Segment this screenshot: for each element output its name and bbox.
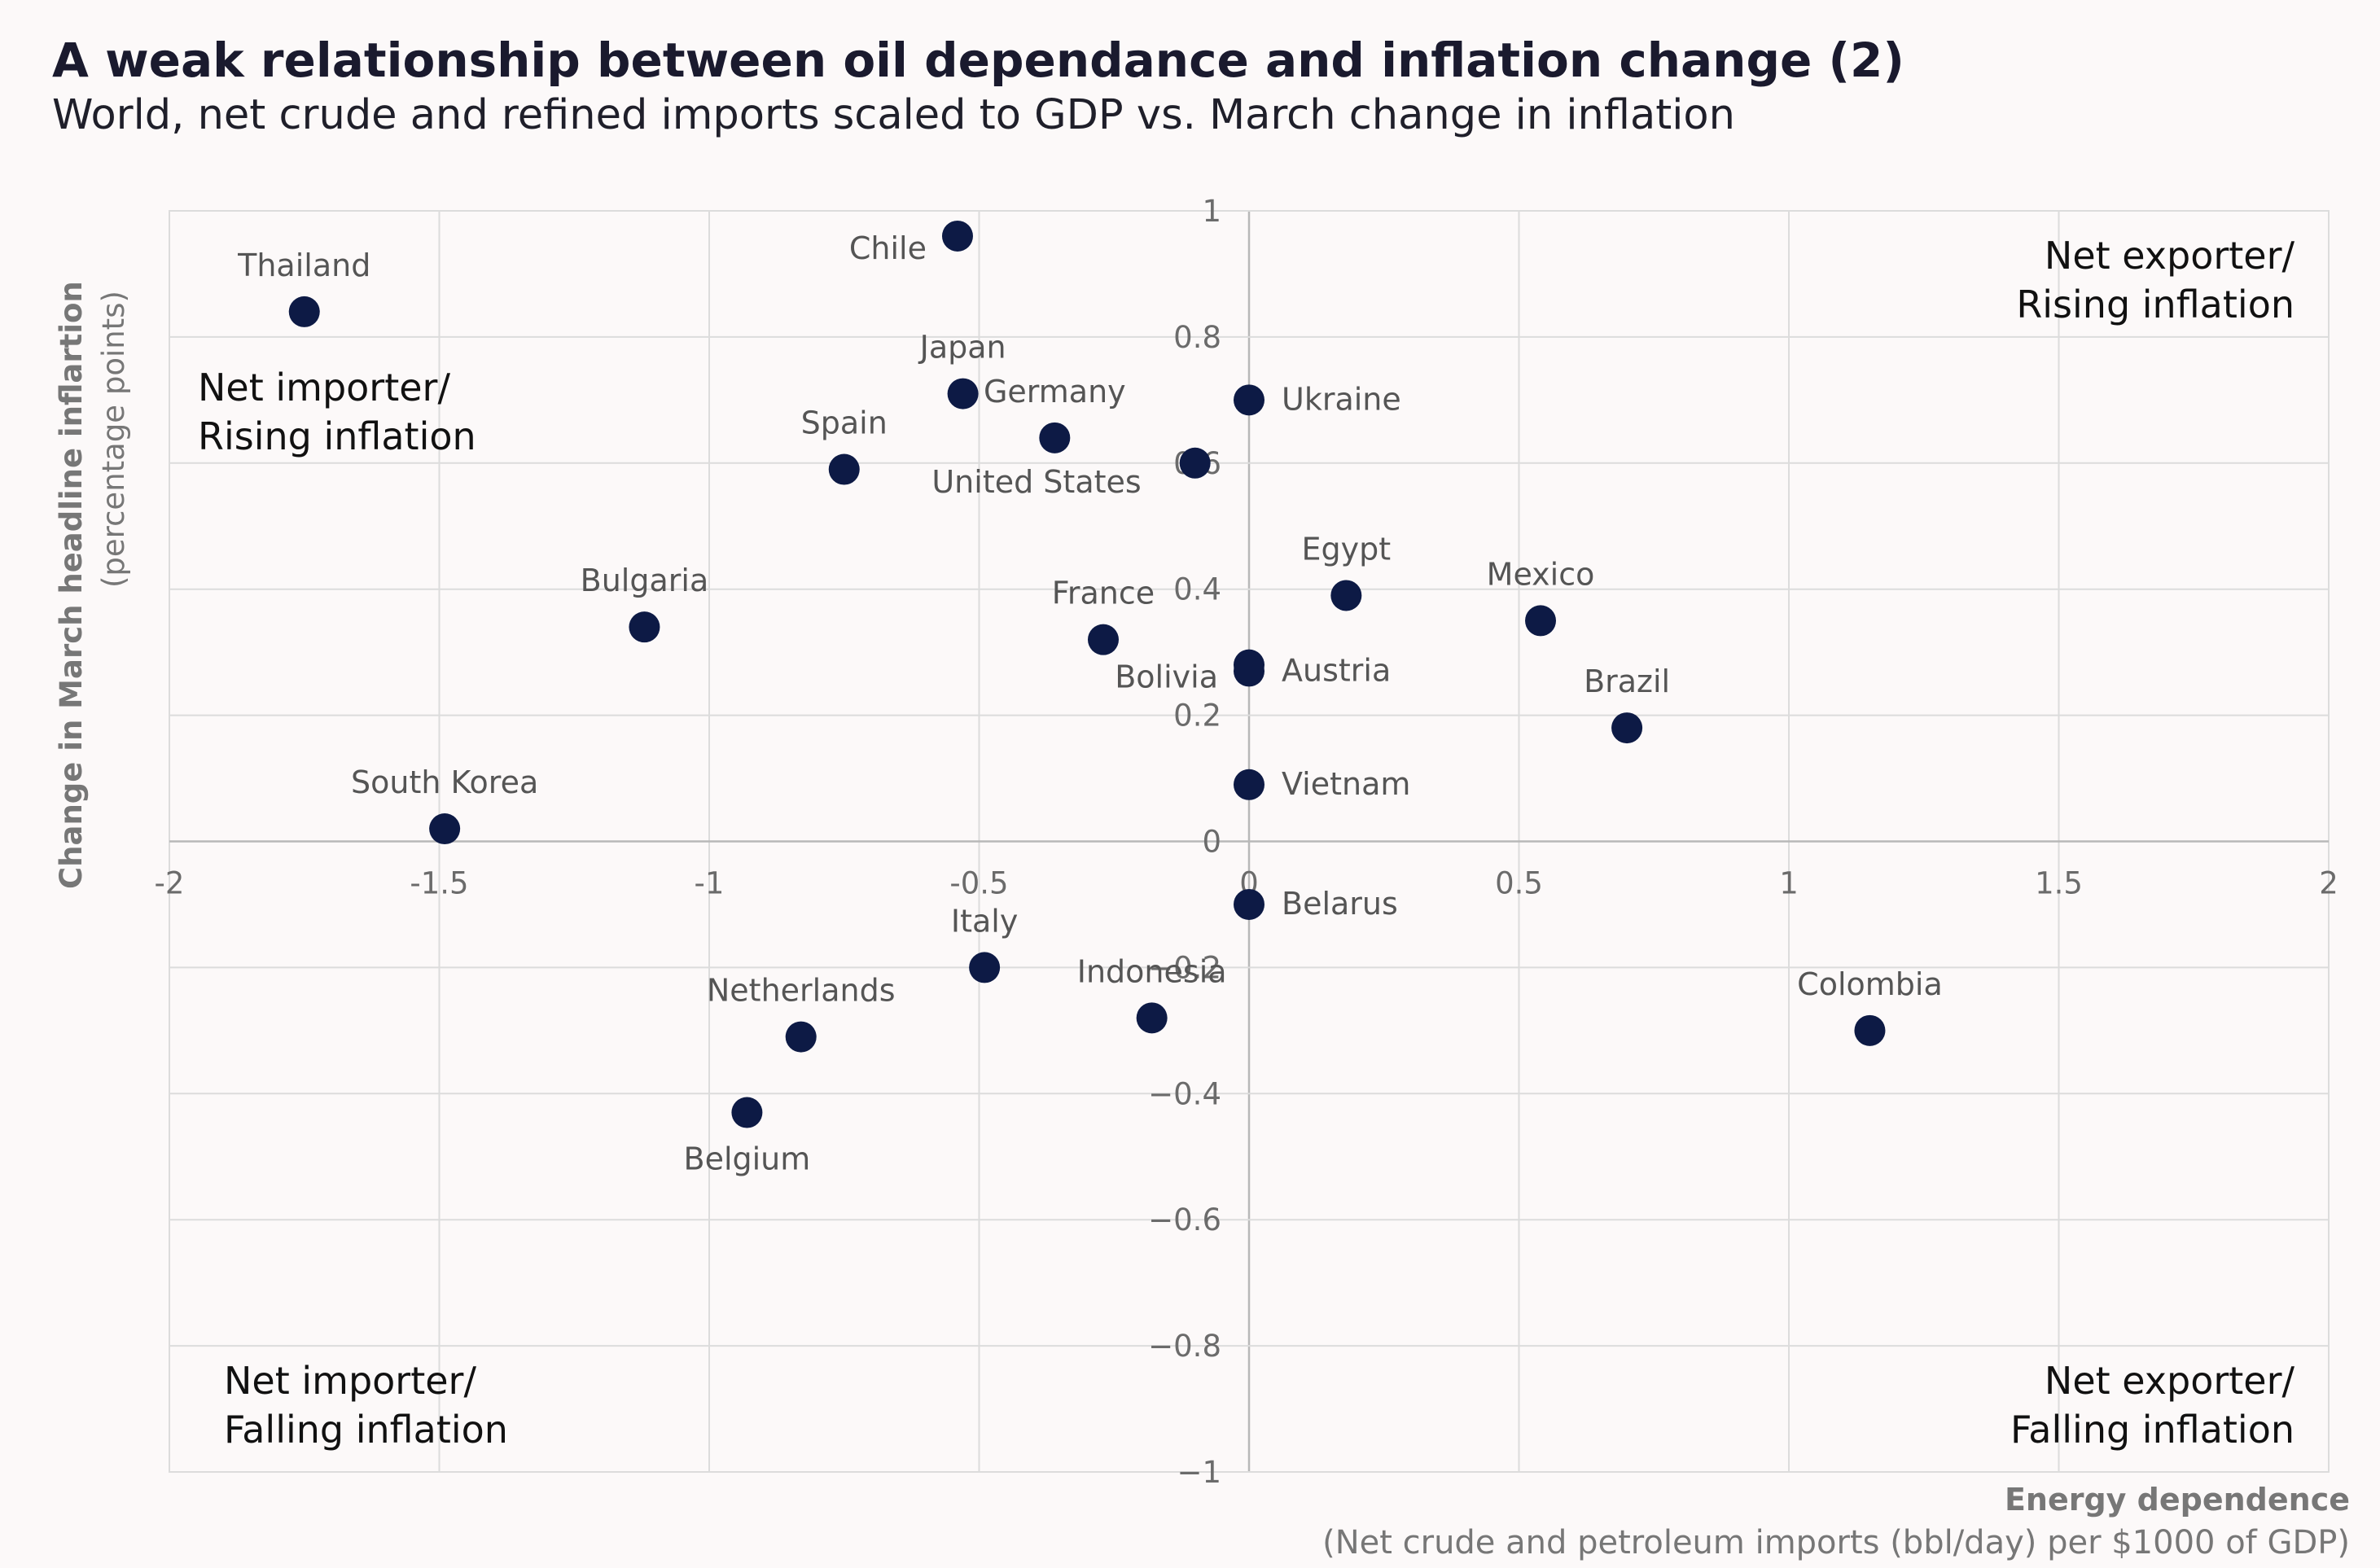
data-point-thailand[interactable] [288,296,320,327]
chart-title: A weak relationship between oil dependan… [52,33,1904,88]
data-point-bulgaria[interactable] [629,611,660,643]
data-point-indonesia[interactable] [1136,1002,1168,1034]
data-point-ukraine[interactable] [1234,384,1265,416]
data-point-brazil[interactable] [1611,712,1643,744]
y-tick-label: 0 [1202,825,1221,860]
quadrant-label-top-left-line1: Net importer/ [198,366,450,410]
point-label-bolivia: Bolivia [1115,659,1218,695]
quadrant-label-top-right-line1: Net exporter/ [2045,234,2295,278]
data-point-germany[interactable] [1039,422,1071,453]
data-point-chile[interactable] [941,220,973,252]
point-label-bulgaria: Bulgaria [581,563,709,598]
point-label-united-states: United States [931,464,1141,500]
point-label-japan: Japan [918,330,1006,366]
point-label-vietnam: Vietnam [1282,766,1410,802]
point-label-france: France [1052,576,1155,611]
x-tick-label: -1 [695,866,725,901]
data-point-egypt[interactable] [1330,580,1362,611]
point-label-egypt: Egypt [1302,531,1392,567]
x-tick-label: 1 [1779,866,1799,901]
y-tick-label: −1 [1177,1455,1221,1490]
x-tick-label: 1.5 [2035,866,2083,901]
quadrant-label-bottom-right-line1: Net exporter/ [2045,1359,2295,1403]
x-axis-sublabel: (Net crude and petroleum imports (bbl/da… [1322,1524,2350,1561]
x-tick-label: -0.5 [949,866,1008,901]
data-point-belarus[interactable] [1234,888,1265,920]
quadrant-label-bottom-right-line2: Falling inflation [2010,1408,2295,1452]
data-point-japan[interactable] [947,378,979,410]
point-label-south-korea: South Korea [351,764,538,800]
data-point-france[interactable] [1087,624,1119,655]
quadrant-labels: Net importer/ Rising inflation Net expor… [198,234,2295,1452]
y-tick-label: 0.4 [1173,572,1221,607]
grid [169,210,2330,1473]
quadrant-label-bottom-left-line1: Net importer/ [224,1359,476,1403]
quadrant-label-top-left-line2: Rising inflation [198,414,476,458]
point-label-mexico: Mexico [1487,556,1595,592]
point-label-germany: Germany [984,374,1126,410]
data-point-spain[interactable] [828,453,860,485]
y-tick-label: −0.6 [1148,1202,1221,1237]
y-axis-subtitle: (percentage points) [96,291,131,588]
point-label-austria: Austria [1282,652,1391,688]
y-tick-label: 1 [1202,194,1221,229]
x-axis-label: Energy dependence [2005,1482,2350,1518]
point-label-ukraine: Ukraine [1282,381,1401,417]
quadrant-label-top-right-line2: Rising inflation [2016,283,2295,326]
y-tick-label: −0.8 [1148,1329,1221,1364]
x-tick-label: -2 [155,866,185,901]
data-point-colombia[interactable] [1854,1014,1886,1046]
axis-ticks: -2-1.5-1-0.500.511.5210.80.60.40.20−0.2−… [155,194,2338,1490]
point-label-colombia: Colombia [1797,966,1943,1002]
y-axis-title: Change in March headline inflartion [54,281,89,889]
point-label-indonesia: Indonesia [1077,953,1227,989]
data-point-belgium[interactable] [731,1097,763,1128]
x-tick-label: -1.5 [410,866,468,901]
y-tick-label: 0.8 [1173,320,1221,355]
y-tick-label: 0.2 [1173,699,1221,734]
chart-subtitle: World, net crude and refined imports sca… [52,91,1735,139]
y-axis-sublabel: (percentage points) [96,291,131,588]
data-point-vietnam[interactable] [1234,769,1265,800]
point-label-chile: Chile [849,230,927,266]
data-point-italy[interactable] [969,952,1001,983]
y-axis-label: Change in March headline inflartion [54,281,89,889]
y-tick-label: −0.2 [1148,950,1221,985]
data-point-netherlands[interactable] [785,1021,817,1053]
point-label-belgium: Belgium [684,1141,811,1177]
x-tick-label: 0.5 [1495,866,1543,901]
point-label-belarus: Belarus [1282,886,1398,922]
point-label-italy: Italy [951,903,1018,939]
data-point-austria[interactable] [1234,655,1265,687]
data-point-south-korea[interactable] [429,813,461,845]
data-point-mexico[interactable] [1525,605,1557,637]
point-label-thailand: Thailand [237,247,370,283]
point-label-brazil: Brazil [1584,664,1670,699]
quadrant-label-bottom-left-line2: Falling inflation [224,1408,508,1452]
point-label-netherlands: Netherlands [707,973,896,1009]
point-label-spain: Spain [801,405,888,441]
point-labels: Thailand Chile Japan Germany Spain United Sta… [237,230,1943,1177]
data-points [288,220,1886,1128]
data-point-united-states[interactable] [1179,447,1211,479]
x-tick-label: 2 [2319,866,2338,901]
y-tick-label: −0.4 [1148,1076,1221,1111]
